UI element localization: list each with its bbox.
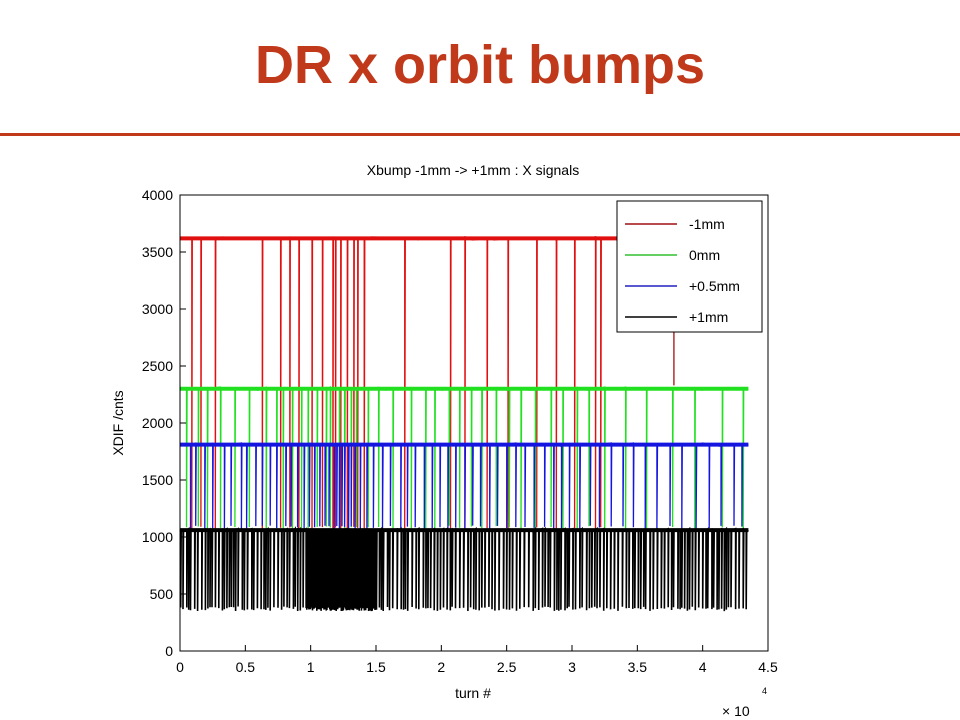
x-axis-label: turn # — [455, 685, 491, 701]
slide-title: DR x orbit bumps — [254, 35, 705, 95]
x-tick-label: 0 — [176, 659, 184, 675]
legend-box — [616, 200, 763, 333]
series-line-0mm — [179, 386, 749, 531]
legend-label-1mm: -1mm — [689, 216, 725, 232]
y-tick-label: 1000 — [142, 529, 173, 545]
y-tick-label: 3500 — [142, 244, 173, 260]
x-tick-label: 3 — [568, 659, 576, 675]
legend-label-1mm: +1mm — [689, 309, 728, 325]
y-tick-label: 2500 — [142, 358, 173, 374]
axes: 0 0.5 1 1.5 2 2.5 3 3.5 4 4.5 0 500 1000 1500 2000 2500… — [142, 187, 778, 675]
y-tick-label: 4000 — [142, 187, 173, 203]
x-tick-label: 4.5 — [758, 659, 778, 675]
legend: -1mm 0mm +0.5mm +1mm — [616, 200, 763, 333]
y-axis-label: XDIF /cnts — [110, 390, 126, 455]
legend-label-05mm: +0.5mm — [689, 278, 740, 294]
series-line-1mm — [179, 235, 618, 531]
x-tick-label: 0.5 — [236, 659, 256, 675]
x-tick-label: 1 — [307, 659, 315, 675]
chart-title: Xbump -1mm -> +1mm : X signals — [367, 162, 579, 178]
plot-area — [179, 235, 749, 612]
x-tick-label: 1.5 — [366, 659, 386, 675]
series-line-05mm — [179, 442, 749, 531]
x-tick-label: 2 — [437, 659, 445, 675]
x-multiplier-exponent: 4 — [762, 686, 767, 696]
y-tick-label: 1500 — [142, 472, 173, 488]
title-divider — [0, 133, 960, 136]
y-tick-label: 500 — [150, 586, 174, 602]
y-tick-label: 3000 — [142, 301, 173, 317]
y-tick-label: 0 — [165, 643, 173, 659]
x-tick-label: 4 — [699, 659, 707, 675]
legend-label-0mm: 0mm — [689, 247, 720, 263]
series-line-1mm — [179, 526, 749, 612]
x-multiplier-label: × 10 — [722, 703, 750, 719]
y-tick-label: 2000 — [142, 415, 173, 431]
x-tick-label: 3.5 — [628, 659, 648, 675]
x-tick-label: 2.5 — [497, 659, 517, 675]
